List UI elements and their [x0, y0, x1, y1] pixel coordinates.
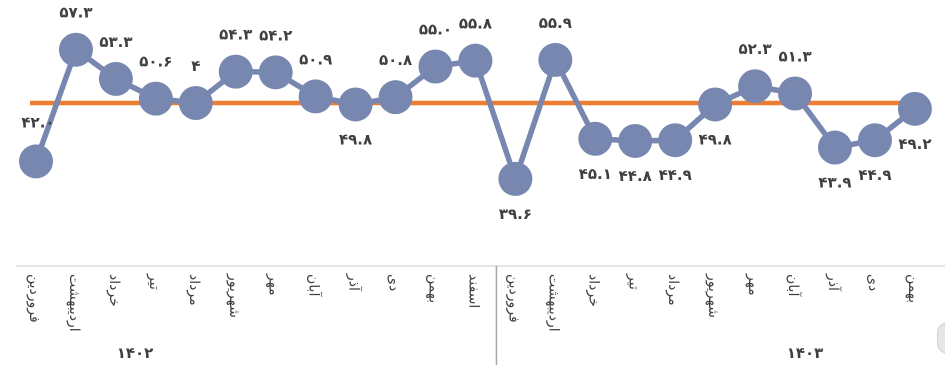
data-point — [857, 123, 892, 158]
category-label: مرداد — [665, 274, 681, 306]
data-point — [178, 86, 213, 120]
data-point — [818, 130, 852, 165]
category-label: خرداد — [106, 274, 122, 307]
category-label: مرداد — [186, 274, 202, 306]
data-point — [258, 55, 293, 90]
category-label: خرداد — [585, 274, 601, 307]
scroll-handle[interactable] — [937, 322, 945, 354]
data-label: ۴۴.۹ — [659, 166, 692, 184]
data-label: ۴۵.۱ — [579, 165, 612, 183]
data-point — [218, 54, 253, 89]
data-label: ۵۵.۰ — [419, 21, 452, 39]
data-point — [378, 80, 413, 115]
data-label: ۵۰.۹ — [299, 50, 332, 68]
data-label: ۴ — [191, 57, 200, 75]
data-label: ۴۴.۹ — [858, 166, 891, 184]
category-label: بهمن — [426, 274, 442, 303]
data-label: ۵۵.۹ — [539, 14, 572, 32]
data-point — [778, 76, 813, 111]
data-label: ۴۹.۸ — [699, 130, 732, 148]
data-label: ۵۲.۳ — [739, 40, 772, 58]
data-point — [338, 87, 373, 122]
group-label: ۱۴۰۲ — [117, 344, 154, 362]
data-label: ۴۳.۹ — [818, 174, 851, 192]
data-label: ۵۵.۸ — [459, 15, 492, 33]
category-label: اردیبهشت — [66, 274, 82, 332]
category-label: مهر — [745, 273, 761, 296]
data-point — [738, 69, 773, 104]
category-label: اسفند — [465, 274, 481, 308]
data-point — [498, 161, 533, 196]
category-label: آذر — [825, 273, 842, 292]
data-point — [138, 81, 173, 116]
category-label: تیر — [625, 273, 641, 290]
category-label: اردیبهشت — [545, 274, 561, 332]
category-label: دی — [865, 274, 881, 291]
data-label: ۴۹.۸ — [339, 130, 372, 148]
category-label: دی — [386, 274, 402, 291]
category-label: فروردین — [505, 274, 521, 323]
data-point — [298, 79, 333, 114]
data-point — [658, 123, 693, 158]
data-point — [578, 121, 613, 156]
category-label: بهمن — [905, 274, 921, 303]
data-label: ۵۰.۶ — [139, 53, 172, 71]
category-label: شهریور — [226, 273, 242, 318]
data-label: ۴۹.۲ — [898, 135, 931, 153]
category-label: شهریور — [705, 273, 721, 318]
data-label: ۴۲.۰ — [21, 113, 54, 131]
category-label: تیر — [146, 273, 162, 290]
data-label: ۳۹.۶ — [499, 205, 532, 223]
data-label: ۵۴.۳ — [219, 26, 252, 44]
data-label: ۵۴.۲ — [259, 26, 292, 44]
data-point — [897, 91, 932, 126]
data-label: ۵۷.۳ — [59, 4, 92, 22]
category-label: آبان — [785, 274, 802, 297]
data-point — [98, 61, 133, 96]
data-point — [698, 87, 733, 122]
data-point — [538, 42, 573, 77]
data-label: ۵۳.۳ — [99, 33, 132, 51]
data-point — [19, 144, 53, 179]
category-label: آذر — [346, 273, 363, 292]
data-label: ۴۴.۸ — [619, 167, 652, 185]
data-point — [418, 49, 453, 84]
data-point — [58, 32, 93, 67]
data-point — [458, 43, 493, 78]
group-label: ۱۴۰۳ — [787, 344, 824, 362]
category-label: مهر — [266, 273, 282, 296]
data-point — [618, 123, 653, 158]
category-label: آبان — [306, 274, 323, 297]
data-label: ۵۰.۸ — [379, 51, 412, 69]
data-label: ۵۱.۳ — [778, 48, 811, 66]
category-label: فروردین — [26, 274, 42, 323]
